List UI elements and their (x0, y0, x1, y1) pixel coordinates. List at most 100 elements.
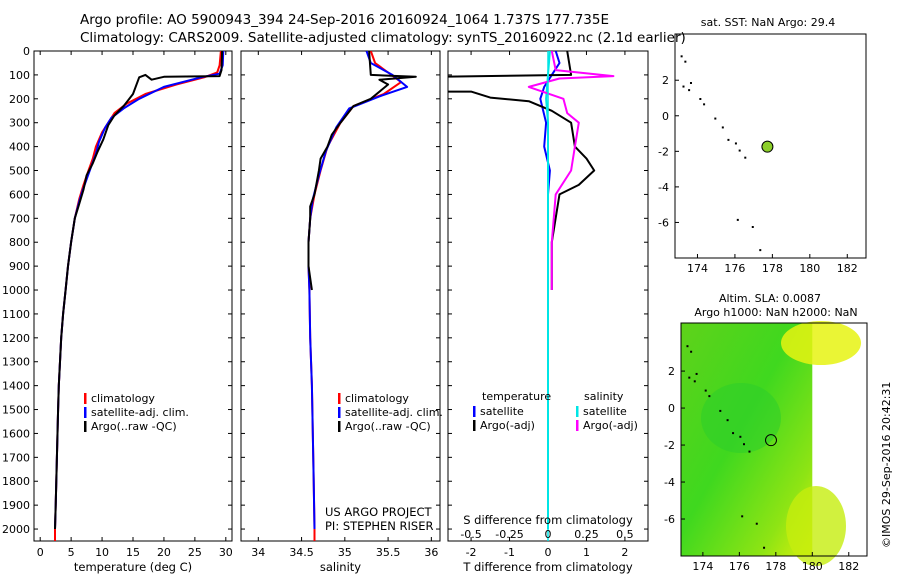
depth-tick-label: 1800 (2, 475, 30, 488)
island-speck (719, 409, 722, 412)
map_sla-ytick-label: 2 (668, 365, 675, 378)
differences-series-group (448, 51, 615, 529)
temperature-series-group (54, 51, 225, 541)
map_sst-argo-point (761, 140, 774, 153)
temperature-xtick-label: 30 (219, 546, 233, 559)
map_sst-xtick-label: 180 (799, 262, 820, 275)
temperature-panel (33, 50, 233, 542)
sal-legend-label: Argo(..raw -QC) (345, 420, 431, 433)
diff-legend-title-sal: salinity (584, 390, 624, 403)
island-speck (703, 103, 706, 106)
island-speck (743, 443, 745, 446)
diff-temp-legend-swatch (473, 420, 476, 431)
depth-tick-label: 0 (23, 45, 30, 58)
temp-legend-label: satellite-adj. clim. (91, 406, 189, 419)
temperature-xtick-label: 5 (68, 546, 75, 559)
map_sla-ytick-label: -6 (664, 513, 675, 526)
map_sst-ytick-label: -4 (658, 181, 669, 194)
island-speck (695, 372, 698, 375)
diff-s-tick-label: 0.5 (616, 528, 634, 541)
map_sla-ytick-label: -4 (664, 476, 675, 489)
differences-series-3 (527, 51, 615, 290)
sst-map-title: sat. SST: NaN Argo: 29.4 (701, 16, 835, 29)
island-speck (727, 138, 730, 141)
diff-s-tick-label: -0.25 (495, 528, 523, 541)
diff-legend-title-temp: temperature (482, 390, 551, 403)
temperature-xlabel: temperature (deg C) (74, 560, 192, 574)
map_sst-ytick-label: 2 (662, 74, 669, 87)
depth-tick-label: 500 (9, 165, 30, 178)
map_sla-xtick-label: 178 (765, 560, 786, 573)
map_sla-frame (680, 322, 868, 557)
temperature-frame (33, 50, 233, 542)
sla-patch (701, 383, 781, 453)
island-speck (759, 249, 762, 252)
map_sla-xtick-label: 174 (692, 560, 713, 573)
temp-legend-swatch (84, 393, 87, 404)
differences-xtick-label: 1 (583, 546, 590, 559)
island-speck (680, 55, 683, 58)
differences-xtick-label: -1 (504, 546, 515, 559)
diff-sal-legend-swatch (576, 406, 579, 417)
island-speck (738, 149, 741, 152)
map_sla-ytick-label: -2 (664, 439, 675, 452)
depth-tick-label: 200 (9, 93, 30, 106)
salinity-xtick-label: 35 (338, 546, 352, 559)
salinity-xtick-label: 35.5 (376, 546, 401, 559)
temperature-series-2 (54, 51, 224, 530)
sal-legend-swatch (338, 421, 341, 432)
climatology-subtitle: Climatology: CARS2009. Satellite-adjuste… (80, 30, 686, 46)
map_sla-xtick-label: 176 (729, 560, 750, 573)
diff-temp-legend-label: Argo(-adj) (480, 419, 535, 432)
depth-tick-label: 1400 (2, 380, 30, 393)
island-speck (690, 350, 693, 353)
sla-map-subtitle: Argo h1000: NaN h2000: NaN (694, 306, 857, 319)
depth-tick-label: 1300 (2, 356, 30, 369)
pi-label: PI: STEPHEN RISER (325, 519, 434, 533)
sal-legend-label: satellite-adj. clim. (345, 406, 443, 419)
island-speck (708, 395, 711, 398)
map_sst-ytick-label: 0 (662, 110, 669, 123)
map_sst-ytick-label: -2 (658, 145, 669, 158)
differences-xtick-label: -2 (466, 546, 477, 559)
temperature-series-0 (54, 51, 222, 541)
sla-patch (786, 486, 846, 566)
map_sst-xtick-label: 176 (724, 262, 745, 275)
salinity-panel (240, 50, 441, 542)
depth-tick-label: 1100 (2, 308, 30, 321)
imos-credit: ©IMOS 29-Sep-2016 20:42:31 (880, 381, 893, 548)
temperature-series-1 (54, 51, 225, 530)
island-speck (763, 546, 766, 549)
salinity-xtick-label: 36 (424, 546, 438, 559)
temp-legend-label: climatology (91, 392, 155, 405)
map_sla-panel (680, 321, 868, 566)
temperature-xtick-label: 20 (157, 546, 171, 559)
island-speck (748, 450, 751, 453)
depth-tick-label: 800 (9, 236, 30, 249)
map_sla-ytick-label: 0 (668, 402, 675, 415)
depth-tick-label: 300 (9, 117, 30, 130)
island-speck (751, 226, 754, 228)
differences-series-0 (539, 51, 561, 529)
map_sla-xtick-label: 182 (838, 560, 859, 573)
depth-tick-label: 1700 (2, 451, 30, 464)
island-speck (732, 432, 735, 435)
depth-tick-label: 2000 (2, 523, 30, 536)
island-speck (736, 218, 739, 221)
island-speck (684, 60, 687, 63)
profile-title: Argo profile: AO 5900943_394 24-Sep-2016… (80, 12, 609, 28)
depth-tick-label: 900 (9, 260, 30, 273)
island-speck (726, 419, 729, 422)
differences-xtick-label: 0 (545, 546, 552, 559)
depth-tick-label: 1600 (2, 427, 30, 440)
temp-legend-label: Argo(..raw -QC) (91, 420, 177, 433)
salinity-frame (240, 50, 441, 542)
island-speck (721, 126, 724, 129)
diff-s-tick-label: 0.25 (574, 528, 599, 541)
temperature-xtick-label: 10 (95, 546, 109, 559)
depth-tick-label: 400 (9, 141, 30, 154)
depth-tick-label: 700 (9, 212, 30, 225)
map_sst-panel (674, 33, 867, 259)
map_sst-xtick-label: 174 (687, 262, 708, 275)
